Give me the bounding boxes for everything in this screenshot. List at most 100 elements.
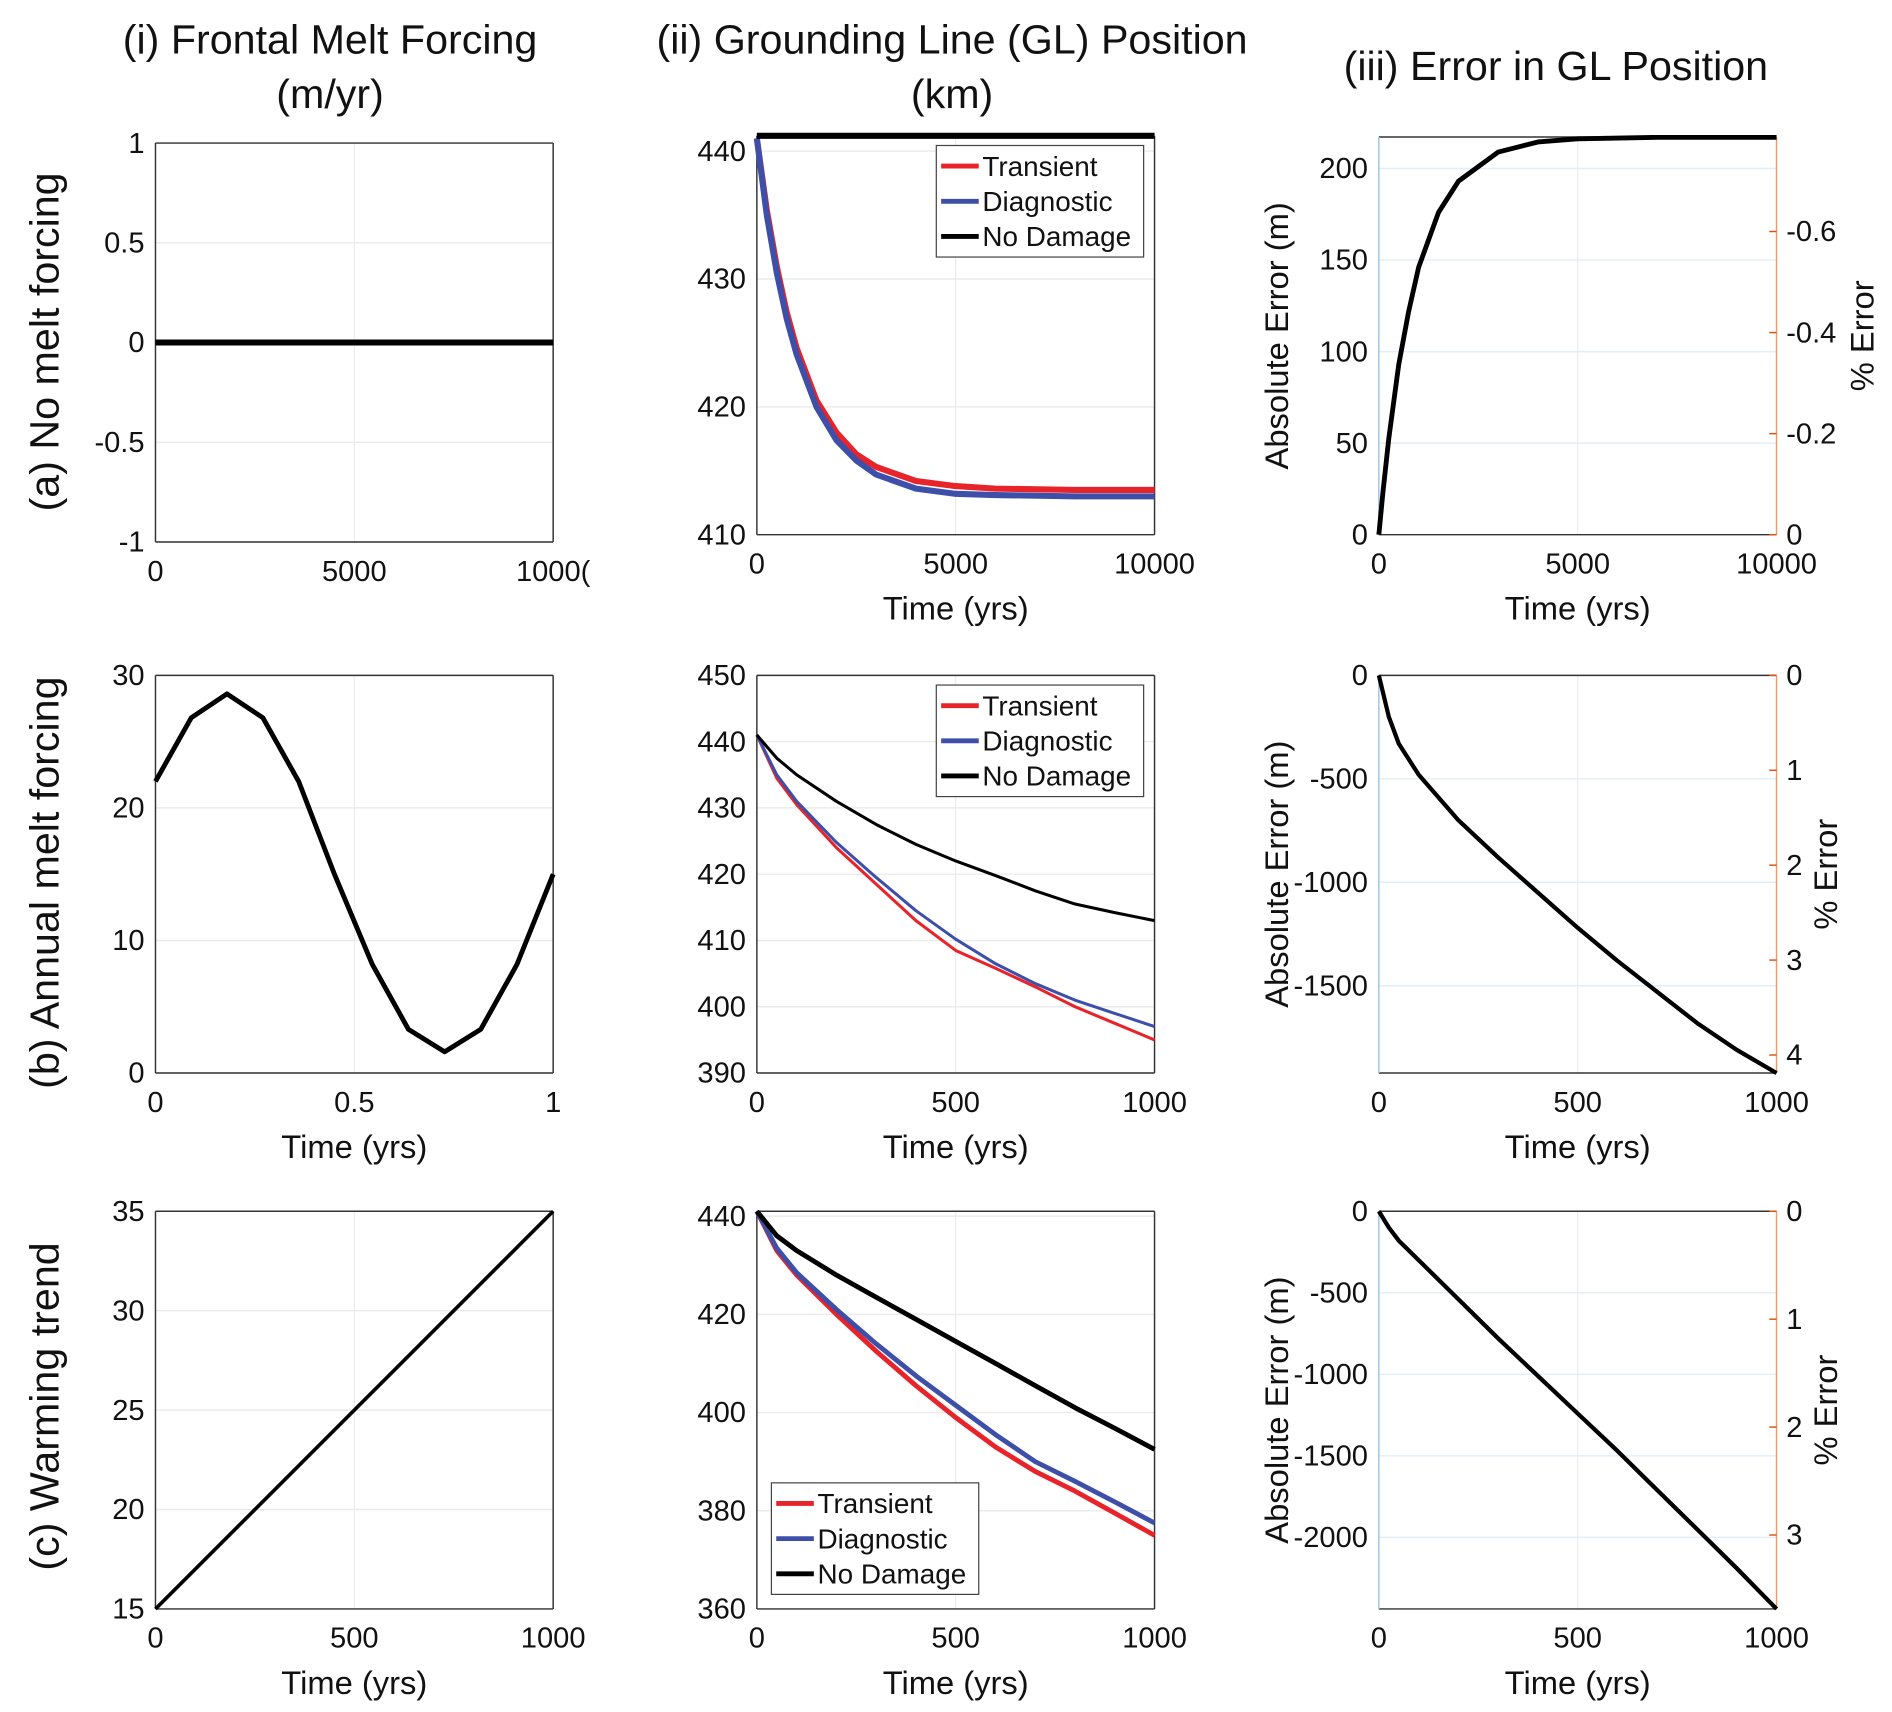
y-tick-label: 380 <box>697 1495 746 1527</box>
y-tick-label: 360 <box>697 1594 746 1626</box>
y-tick-label: 440 <box>697 726 746 758</box>
panel-b-ii: 0 500 1000 390 400 410 420 430 440 450 Time (yrs) T… <box>697 660 1186 1165</box>
y-tick-label: 400 <box>697 1397 746 1429</box>
y-tick-label: -1 <box>119 527 145 559</box>
y-tick-label: 450 <box>697 660 746 692</box>
y-tick-label: -1500 <box>1294 970 1368 1002</box>
col2-title-line2: (km) <box>911 71 993 117</box>
x-tick-label: 0 <box>749 548 765 580</box>
y-tick-label: 0 <box>1352 519 1368 551</box>
legend-label: No Damage <box>817 1558 966 1589</box>
y-tick-label: 430 <box>697 264 746 296</box>
series-line-no-damage <box>754 1209 1156 1452</box>
y-axis-label: Absolute Error (m) <box>1258 1276 1295 1543</box>
right-y-tick-label: 1 <box>1786 1304 1802 1336</box>
legend-label: No Damage <box>982 761 1131 792</box>
x-tick-label: 0 <box>147 1623 163 1655</box>
x-axis-label: Time (yrs) <box>1505 1664 1651 1701</box>
x-tick-label: 0 <box>1371 548 1387 580</box>
col3-title: (iii) Error in GL Position <box>1344 43 1769 89</box>
y-tick-label: 10 <box>112 925 144 957</box>
legend: Transient Diagnostic No Damage <box>935 684 1145 798</box>
series-line-forcing <box>154 1209 555 1611</box>
panel-a-iii: 0 5000 100000501001502000-0.2-0.4-0.6Absol… <box>1258 134 1881 627</box>
y-tick-label: 20 <box>112 793 144 825</box>
legend-label: Diagnostic <box>817 1523 947 1554</box>
legend-label: Diagnostic <box>982 726 1112 757</box>
x-tick-label: 0 <box>749 1087 765 1119</box>
y-tick-label: 15 <box>112 1594 144 1626</box>
x-tick-label: 5000 <box>923 548 988 580</box>
y-tick-label: -500 <box>1310 763 1368 795</box>
col1-title-line1: (i) Frontal Melt Forcing <box>123 16 538 62</box>
series-line-no-damage <box>755 734 1155 923</box>
x-axis-label: Time (yrs) <box>883 590 1029 627</box>
x-tick-label: 500 <box>1553 1623 1602 1655</box>
right-y-tick-label: 2 <box>1786 850 1802 882</box>
x-tick-label: 0 <box>1371 1087 1387 1119</box>
x-tick-label: 1000 <box>1122 1087 1187 1119</box>
x-axis-label: Time (yrs) <box>1505 1128 1651 1165</box>
x-tick-label: 1000 <box>1122 1623 1187 1655</box>
col1-title-line2: (m/yr) <box>276 71 384 117</box>
y-tick-label: 0 <box>128 327 144 359</box>
y-tick-label: 410 <box>697 519 746 551</box>
right-y-tick-label: 1 <box>1786 755 1802 787</box>
right-y-tick-label: 0 <box>1786 1196 1802 1228</box>
x-tick-label: 1000 <box>1744 1623 1809 1655</box>
y-tick-label: -1000 <box>1294 867 1368 899</box>
y-tick-label: 0 <box>1352 660 1368 692</box>
panel-c-ii: 0 500 1000 360 380 400 420 440 Time (yrs) Transie… <box>697 1201 1186 1701</box>
x-tick-label: 10000 <box>1114 548 1195 580</box>
x-tick-label: 1000( <box>516 556 591 588</box>
x-tick-label: 5000 <box>1545 548 1610 580</box>
series-line-error <box>1377 1210 1779 1611</box>
x-tick-label: 0.5 <box>334 1087 374 1119</box>
y-tick-label: 100 <box>1319 336 1368 368</box>
x-tick-label: 500 <box>1553 1087 1602 1119</box>
right-y-tick-label: -0.6 <box>1786 216 1836 248</box>
y-tick-label: 420 <box>697 859 746 891</box>
x-tick-label: 500 <box>931 1623 980 1655</box>
series-line-diagnostic <box>753 137 1155 500</box>
y-tick-label: 1 <box>128 128 144 160</box>
y-tick-label: -1000 <box>1294 1359 1368 1391</box>
legend-label: Transient <box>982 690 1097 721</box>
y-tick-label: 390 <box>697 1058 746 1090</box>
x-tick-label: 5000 <box>322 556 387 588</box>
y-tick-label: 25 <box>112 1395 144 1427</box>
right-y-tick-label: 0 <box>1786 660 1802 692</box>
y-tick-label: 0 <box>1352 1196 1368 1228</box>
right-y-tick-label: 0 <box>1786 519 1802 551</box>
series-line-error <box>1376 134 1777 535</box>
y-tick-label: -500 <box>1310 1277 1368 1309</box>
x-axis-label: Time (yrs) <box>281 1664 427 1701</box>
y-axis-label: Absolute Error (m) <box>1258 202 1295 469</box>
right-y-axis-label: % Error <box>1807 1355 1844 1466</box>
x-tick-label: 0 <box>749 1623 765 1655</box>
x-tick-label: 0 <box>147 556 163 588</box>
right-y-axis-label: % Error <box>1844 280 1881 391</box>
right-y-tick-label: 3 <box>1786 1520 1802 1552</box>
series-line-diagnostic <box>755 734 1156 1029</box>
series-line-transient <box>755 734 1156 1042</box>
row-label-b: (b) Annual melt forcing <box>21 676 67 1088</box>
y-tick-label: -2000 <box>1294 1522 1368 1554</box>
y-axis-label: Absolute Error (m) <box>1258 741 1295 1008</box>
x-axis-label: Time (yrs) <box>1505 590 1651 627</box>
panel-a-i: 0 5000 1000(-1 -0.5 0 0.5 1 <box>94 128 590 588</box>
series-line-error <box>1376 674 1778 1075</box>
row-label-c: (c) Warming trend <box>21 1242 67 1570</box>
y-tick-label: -1500 <box>1294 1441 1368 1473</box>
legend-label: Transient <box>817 1488 932 1519</box>
y-tick-label: 440 <box>697 1201 746 1233</box>
right-y-tick-label: -0.2 <box>1786 418 1836 450</box>
x-tick-label: 500 <box>330 1623 379 1655</box>
y-tick-label: 30 <box>112 660 144 692</box>
x-axis-label: Time (yrs) <box>883 1664 1029 1701</box>
y-tick-label: 440 <box>697 136 746 168</box>
x-tick-label: 0 <box>1371 1623 1387 1655</box>
y-tick-label: 30 <box>112 1295 144 1327</box>
series-line-forcing <box>153 691 556 1055</box>
